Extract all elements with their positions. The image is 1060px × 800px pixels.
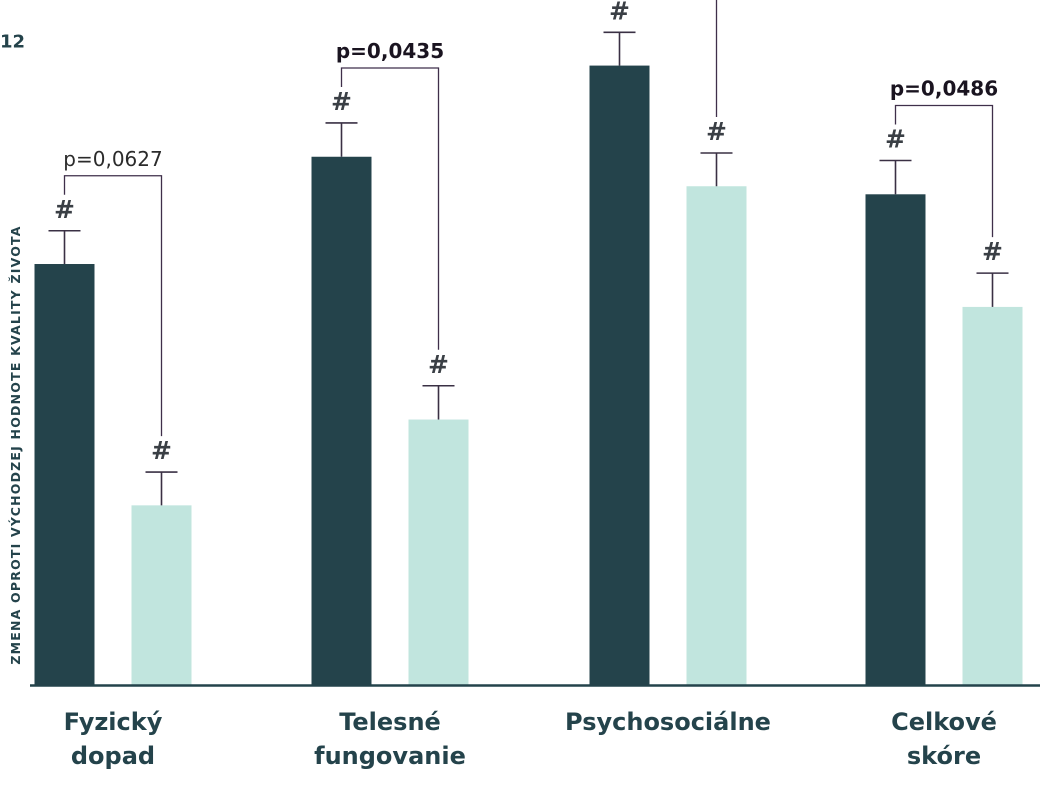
significance-marker: # xyxy=(982,237,1003,266)
bar xyxy=(131,505,192,685)
comparison-bracket xyxy=(340,67,440,350)
significance-marker: # xyxy=(706,117,727,146)
comparison-bracket xyxy=(715,0,718,117)
category-label: Fyzický xyxy=(64,708,163,736)
bar xyxy=(865,194,926,685)
category-label: Telesné xyxy=(339,708,441,736)
y-axis-label: ZMENA OPROTI VÝCHODZEJ HODNOTE KVALITY Ž… xyxy=(8,225,23,664)
p-value-label: p=0,0486 xyxy=(890,77,998,101)
significance-marker: # xyxy=(609,0,630,25)
bars xyxy=(34,65,1023,686)
y-tick-labels: 12 xyxy=(0,31,25,52)
bar xyxy=(311,156,372,685)
bar xyxy=(34,264,95,685)
bar xyxy=(589,65,650,686)
bar xyxy=(962,306,1023,685)
significance-marker: # xyxy=(428,350,449,379)
category-label: fungovanie xyxy=(314,742,466,770)
comparison-bracket xyxy=(63,175,163,437)
y-tick-label: 12 xyxy=(0,31,25,52)
significance-marker: # xyxy=(331,87,352,116)
category-label: Psychosociálne xyxy=(565,708,771,736)
category-labels: Fyzický dopad Telesné fungovanie Psychosociá… xyxy=(64,708,997,770)
significance-marker: # xyxy=(151,436,172,465)
category-label: dopad xyxy=(71,742,155,770)
p-value-label: p=0,0435 xyxy=(336,39,444,63)
comparison-bracket xyxy=(894,104,994,238)
bar xyxy=(408,419,469,685)
significance-marker: # xyxy=(885,125,906,154)
category-label: Celkové xyxy=(891,708,997,736)
category-label: skóre xyxy=(907,742,981,770)
error-bars: # # # # # # # # xyxy=(48,0,1009,506)
p-value-label: p=0,0627 xyxy=(63,147,162,171)
bar xyxy=(686,186,747,685)
significance-marker: # xyxy=(54,195,75,224)
